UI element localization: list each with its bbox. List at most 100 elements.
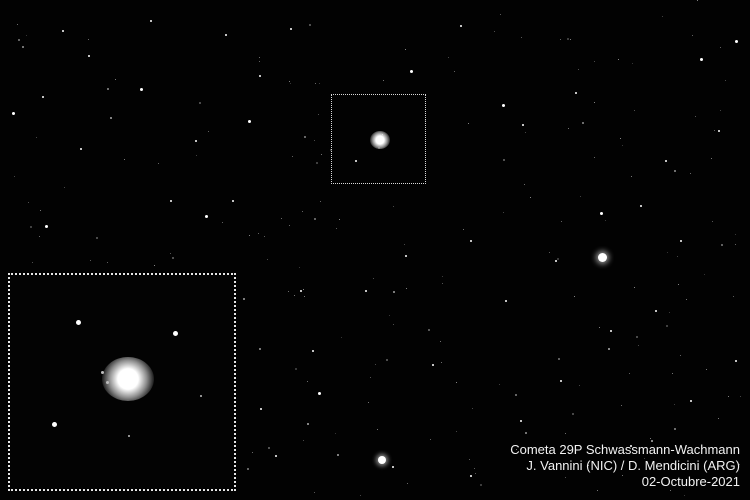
star (667, 252, 668, 253)
star (290, 28, 292, 30)
inset-star (200, 395, 202, 397)
star (368, 402, 369, 403)
star (622, 475, 623, 476)
star (655, 310, 657, 312)
bright-star (378, 456, 386, 464)
star (28, 202, 29, 203)
star (674, 428, 676, 430)
star (407, 483, 408, 484)
star (662, 16, 663, 17)
star (365, 290, 367, 292)
star (150, 20, 152, 22)
star (315, 83, 316, 84)
star (463, 229, 464, 230)
star (530, 197, 531, 198)
star (520, 420, 522, 422)
star (404, 244, 405, 245)
star (373, 278, 374, 279)
star (80, 148, 82, 150)
comet-zoomed (102, 357, 154, 401)
star (42, 96, 44, 98)
star (735, 244, 736, 245)
star (252, 452, 253, 453)
star (618, 59, 619, 60)
star (680, 240, 682, 242)
bright-star (598, 253, 607, 262)
star (684, 495, 685, 496)
star (339, 219, 340, 220)
star (383, 80, 384, 81)
star (468, 123, 469, 124)
star (594, 61, 595, 62)
star (636, 336, 638, 338)
star (454, 71, 455, 72)
star (309, 24, 311, 26)
star (580, 196, 581, 197)
star (393, 324, 394, 325)
star (634, 110, 635, 111)
star (630, 461, 631, 462)
star (565, 477, 566, 478)
star (428, 329, 430, 331)
star (321, 154, 322, 155)
star (499, 384, 500, 385)
star (524, 184, 525, 185)
star (525, 432, 527, 434)
star (393, 291, 395, 293)
star (170, 200, 172, 202)
star (337, 454, 339, 456)
star (634, 287, 635, 288)
star (525, 132, 526, 133)
caption-credits: J. Vannini (NIC) / D. Mendicini (ARG) (526, 458, 740, 473)
star (30, 226, 32, 228)
star (630, 445, 632, 447)
star (294, 295, 295, 296)
star (503, 212, 504, 213)
star (295, 368, 297, 370)
star (686, 299, 687, 300)
star (14, 176, 15, 177)
star (222, 222, 223, 223)
star (303, 440, 304, 441)
star (594, 102, 595, 103)
star (405, 49, 406, 50)
star (500, 14, 501, 15)
comet-highlight-box (331, 94, 426, 184)
star (320, 201, 321, 202)
inset-star (76, 320, 81, 325)
star (674, 404, 675, 405)
star (304, 296, 305, 297)
star (469, 459, 470, 460)
comet-29p (370, 131, 390, 149)
star (170, 253, 171, 254)
star (472, 408, 473, 409)
star (631, 176, 632, 177)
star (232, 200, 234, 202)
star (725, 80, 726, 81)
star (720, 47, 721, 48)
star (700, 58, 703, 61)
inset-star (52, 422, 57, 427)
star (62, 30, 64, 32)
star (605, 220, 606, 221)
star (670, 490, 671, 491)
star (115, 79, 116, 80)
star (370, 377, 371, 378)
star (572, 413, 574, 415)
star (692, 35, 693, 36)
star (706, 369, 707, 370)
star (695, 116, 696, 117)
star (740, 396, 741, 397)
star (196, 155, 197, 156)
star (40, 210, 41, 211)
star (375, 364, 376, 365)
star (39, 236, 40, 237)
star (441, 362, 442, 363)
star (579, 385, 580, 386)
star (578, 69, 579, 70)
star (259, 75, 261, 77)
star (718, 418, 719, 419)
star (406, 288, 407, 289)
star (522, 124, 524, 126)
star (570, 39, 571, 40)
